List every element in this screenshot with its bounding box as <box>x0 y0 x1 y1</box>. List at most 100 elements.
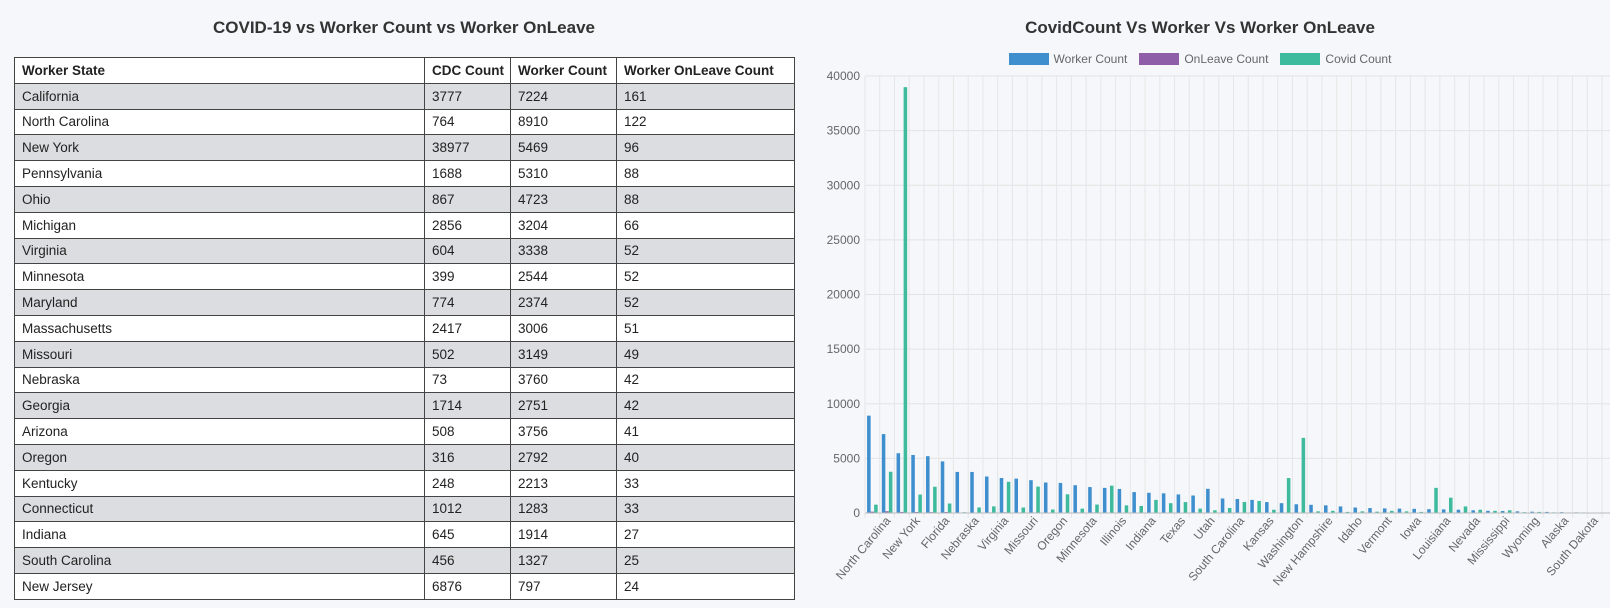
table-row[interactable]: Ohio 867 4723 88 <box>14 185 795 213</box>
bar-worker-count[interactable] <box>1324 505 1328 513</box>
bar-worker-count[interactable] <box>1530 511 1534 513</box>
bar-worker-count[interactable] <box>1161 493 1166 513</box>
bar-covid-count[interactable] <box>947 503 952 513</box>
bar-covid-count[interactable] <box>918 494 922 513</box>
bar-worker-count[interactable] <box>896 453 901 513</box>
bar-worker-count[interactable] <box>1073 485 1077 513</box>
bar-covid-count[interactable] <box>1257 500 1261 513</box>
bar-worker-count[interactable] <box>1412 508 1416 513</box>
bar-worker-count[interactable] <box>970 471 974 513</box>
bar-worker-count[interactable] <box>1191 495 1195 513</box>
bar-covid-count[interactable] <box>1139 505 1143 513</box>
bar-covid-count[interactable] <box>1080 508 1085 513</box>
bar-covid-count[interactable] <box>1036 486 1040 513</box>
bar-worker-count[interactable] <box>1102 487 1107 513</box>
bar-onleave-count[interactable] <box>885 511 889 513</box>
bar-covid-count[interactable] <box>1168 503 1173 513</box>
bar-covid-count[interactable] <box>1419 511 1424 513</box>
bar-worker-count[interactable] <box>881 434 886 513</box>
bar-covid-count[interactable] <box>1051 509 1055 513</box>
bar-covid-count[interactable] <box>1448 497 1453 513</box>
column-header-cdc-count[interactable]: CDC Count <box>424 57 511 84</box>
bar-covid-count[interactable] <box>1065 494 1070 513</box>
bar-covid-count[interactable] <box>1345 511 1350 513</box>
bar-worker-count[interactable] <box>1294 504 1299 513</box>
table-row[interactable]: Indiana 645 1914 27 <box>14 521 795 549</box>
bar-worker-count[interactable] <box>1500 511 1505 513</box>
bar-worker-count[interactable] <box>1338 506 1343 513</box>
table-row[interactable]: Pennsylvania 1688 5310 88 <box>14 160 795 187</box>
table-row[interactable]: Oregon 316 2792 40 <box>14 443 795 471</box>
column-header-worker-count[interactable]: Worker Count <box>510 57 617 84</box>
bar-worker-count[interactable] <box>1029 480 1033 513</box>
bar-worker-count[interactable] <box>1014 478 1019 513</box>
bar-worker-count[interactable] <box>1471 510 1475 513</box>
bar-covid-count[interactable] <box>1434 487 1438 513</box>
table-row[interactable]: North Carolina 764 8910 122 <box>14 108 795 136</box>
bar-worker-count[interactable] <box>1235 498 1240 513</box>
bar-onleave-count[interactable] <box>900 511 904 513</box>
bar-covid-count[interactable] <box>992 506 996 513</box>
bar-worker-count[interactable] <box>1043 482 1048 513</box>
table-row[interactable]: Georgia 1714 2751 42 <box>14 392 795 420</box>
table-row[interactable]: Minnesota 399 2544 52 <box>14 263 795 291</box>
bar-covid-count[interactable] <box>888 471 893 513</box>
bar-covid-count[interactable] <box>933 486 937 513</box>
table-row[interactable]: Connecticut 1012 1283 33 <box>14 495 795 523</box>
bar-covid-count[interactable] <box>1272 509 1276 513</box>
bar-covid-count[interactable] <box>1213 510 1217 513</box>
legend-item-covid-count[interactable]: Covid Count <box>1280 52 1391 66</box>
bar-covid-count[interactable] <box>1301 437 1306 513</box>
bar-worker-count[interactable] <box>1397 508 1402 513</box>
bar-covid-count[interactable] <box>1463 506 1468 513</box>
bar-worker-count[interactable] <box>1132 492 1136 513</box>
bar-worker-count[interactable] <box>1456 509 1461 513</box>
bar-worker-count[interactable] <box>1220 498 1225 513</box>
bar-covid-count[interactable] <box>1331 510 1335 513</box>
table-row[interactable]: Missouri 502 3149 49 <box>14 340 795 368</box>
bar-worker-count[interactable] <box>1545 511 1549 513</box>
table-row[interactable]: New York 38977 5469 96 <box>14 134 795 162</box>
bar-worker-count[interactable] <box>984 476 989 513</box>
table-row[interactable]: Kentucky 248 2213 33 <box>14 469 795 497</box>
bar-covid-count[interactable] <box>1095 504 1099 513</box>
bar-worker-count[interactable] <box>1147 492 1151 513</box>
bar-worker-count[interactable] <box>1427 509 1431 513</box>
bar-covid-count[interactable] <box>1360 511 1365 513</box>
bar-covid-count[interactable] <box>1227 508 1232 513</box>
bar-covid-count[interactable] <box>1198 508 1202 513</box>
bar-worker-count[interactable] <box>940 461 945 513</box>
bar-worker-count[interactable] <box>1058 482 1063 513</box>
bar-worker-count[interactable] <box>867 415 871 513</box>
table-row[interactable]: Nebraska 73 3760 42 <box>14 366 795 394</box>
bar-worker-count[interactable] <box>955 471 960 513</box>
table-row[interactable]: Maryland 774 2374 52 <box>14 289 795 316</box>
bar-worker-count[interactable] <box>1206 488 1210 513</box>
bar-covid-count[interactable] <box>1375 511 1379 513</box>
bar-worker-count[interactable] <box>1368 508 1372 513</box>
bar-covid-count[interactable] <box>1124 505 1129 513</box>
table-row[interactable]: Arizona 508 3756 41 <box>14 418 795 445</box>
bar-worker-count[interactable] <box>1250 499 1254 513</box>
table-row[interactable]: New Jersey 6876 797 24 <box>14 572 795 600</box>
bar-covid-count[interactable] <box>1478 509 1483 513</box>
table-row[interactable]: South Carolina 456 1327 25 <box>14 547 795 574</box>
bar-covid-count[interactable] <box>903 87 908 514</box>
bar-worker-count[interactable] <box>1265 502 1269 513</box>
table-row[interactable]: California 3777 7224 161 <box>14 82 795 110</box>
bar-worker-count[interactable] <box>911 454 915 513</box>
bar-covid-count[interactable] <box>1493 510 1497 513</box>
legend-item-worker-count[interactable]: Worker Count <box>1008 52 1127 66</box>
column-header-onleave-count[interactable]: Worker OnLeave Count <box>616 57 795 84</box>
bar-covid-count[interactable] <box>1006 481 1011 513</box>
bar-covid-count[interactable] <box>1021 507 1026 513</box>
bar-worker-count[interactable] <box>1279 503 1284 513</box>
bar-worker-count[interactable] <box>1441 509 1446 513</box>
legend-item-onleave-count[interactable]: OnLeave Count <box>1139 52 1268 66</box>
bar-worker-count[interactable] <box>1353 507 1358 513</box>
table-row[interactable]: Michigan 2856 3204 66 <box>14 211 795 239</box>
bar-worker-count[interactable] <box>999 477 1004 513</box>
bar-worker-count[interactable] <box>1382 508 1387 513</box>
table-row[interactable]: Virginia 604 3338 52 <box>14 237 795 265</box>
bar-covid-count[interactable] <box>1404 511 1409 513</box>
